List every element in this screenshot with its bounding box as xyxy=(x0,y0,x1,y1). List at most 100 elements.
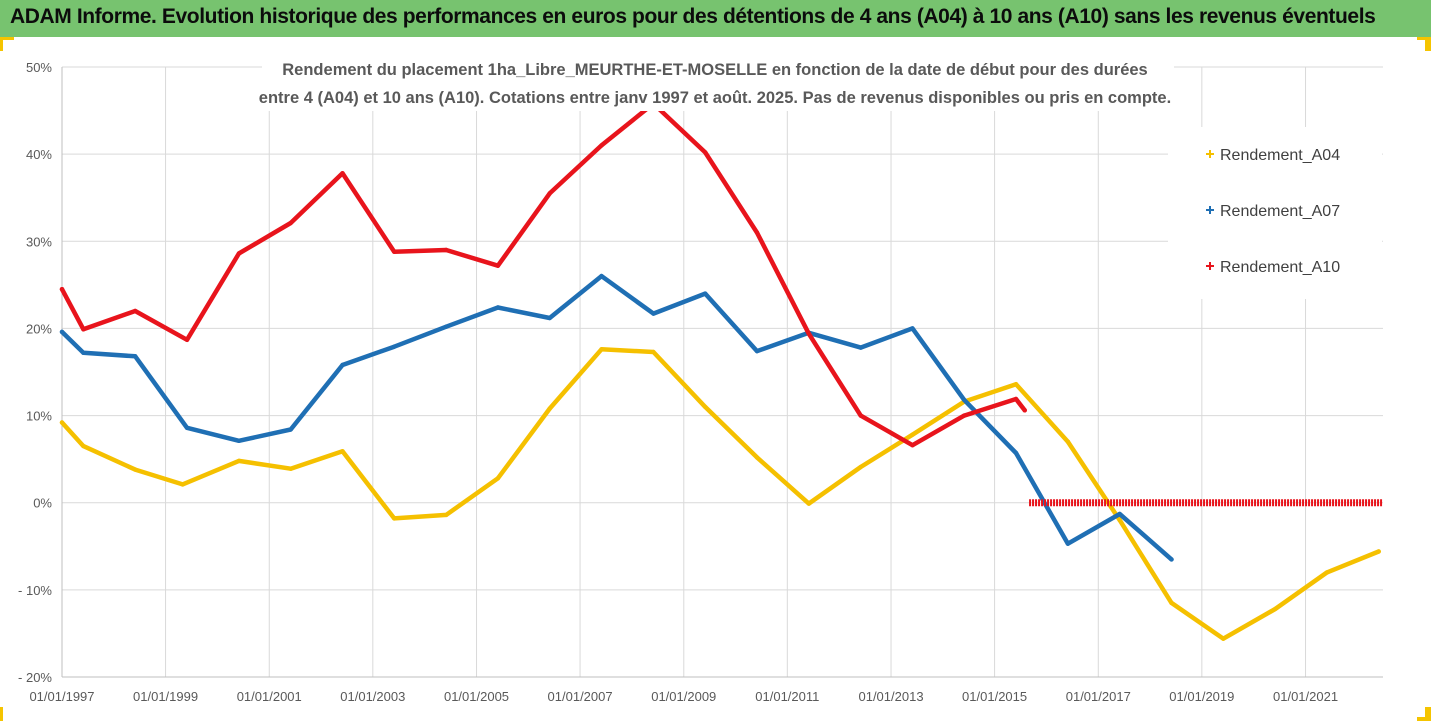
data-point xyxy=(1013,382,1019,387)
page-title: ADAM Informe. Evolution historique des p… xyxy=(10,5,1376,28)
data-point xyxy=(910,326,915,331)
data-point xyxy=(81,327,86,332)
data-point xyxy=(651,349,656,355)
x-tick-label: 01/01/2011 xyxy=(755,689,819,704)
data-point xyxy=(1324,570,1330,575)
legend-label: Rendement_A07 xyxy=(1220,203,1340,220)
data-point xyxy=(133,308,138,314)
title-banner: ADAM Informe. Evolution historique des p… xyxy=(0,0,1431,37)
data-point xyxy=(184,425,190,430)
series-line-Rendement_A10 xyxy=(59,101,1027,448)
data-point xyxy=(340,171,345,176)
y-tick-label: 50% xyxy=(26,60,52,75)
chart-area: 50% 40% 30% 20% 10% 0% - 10% - 20% 01/01/1997 01/… xyxy=(0,36,1431,721)
data-point xyxy=(703,150,708,155)
data-point xyxy=(495,476,501,481)
data-point xyxy=(444,512,449,518)
data-point xyxy=(806,501,811,506)
data-point xyxy=(1022,408,1027,413)
data-point xyxy=(858,464,863,470)
data-point xyxy=(1013,396,1019,402)
y-tick-label: 10% xyxy=(26,409,52,424)
data-point xyxy=(236,458,242,464)
y-tick-label: 30% xyxy=(26,234,52,249)
data-point xyxy=(910,443,915,448)
data-point xyxy=(1169,600,1174,606)
data-point xyxy=(599,143,604,148)
data-point xyxy=(599,273,604,279)
data-point xyxy=(340,362,345,368)
data-point xyxy=(236,438,242,443)
series-line-Rendement_A04 xyxy=(59,347,1381,641)
data-point xyxy=(962,413,967,418)
data-point xyxy=(1117,511,1122,517)
data-point xyxy=(910,432,915,437)
y-tick-label: - 20% xyxy=(18,670,52,685)
data-point xyxy=(547,315,552,321)
y-tick-label: 0% xyxy=(33,496,52,511)
data-point xyxy=(806,331,811,336)
x-tick-label: 01/01/2005 xyxy=(444,689,509,704)
data-point xyxy=(236,251,242,256)
x-tick-label: 01/01/1999 xyxy=(133,689,198,704)
data-point xyxy=(1117,517,1122,523)
y-tick-label: - 10% xyxy=(18,583,52,598)
data-point xyxy=(858,345,863,350)
data-point xyxy=(962,397,967,403)
data-point xyxy=(495,305,501,310)
data-point xyxy=(1169,557,1174,562)
data-point xyxy=(547,191,552,196)
data-point xyxy=(392,344,397,349)
x-tick-label: 01/01/2015 xyxy=(962,689,1027,704)
data-point xyxy=(340,449,345,454)
data-point xyxy=(180,482,185,487)
data-point xyxy=(754,348,760,354)
data-point xyxy=(599,347,604,352)
chart-title-line-1: Rendement du placement 1ha_Libre_MEURTHE… xyxy=(282,61,1147,79)
data-point xyxy=(703,291,708,296)
data-point xyxy=(392,516,397,521)
data-point xyxy=(1065,439,1071,444)
data-point xyxy=(184,337,190,342)
data-point xyxy=(754,455,760,460)
data-point xyxy=(81,443,86,449)
data-point xyxy=(59,287,65,292)
line-chart: 50% 40% 30% 20% 10% 0% - 10% - 20% 01/01/1997 01/… xyxy=(0,36,1431,721)
x-tick-label: 01/01/2013 xyxy=(858,689,923,704)
x-tick-label: 01/01/2017 xyxy=(1066,689,1131,704)
data-point xyxy=(754,230,760,235)
data-point xyxy=(1376,549,1381,554)
series-line-Rendement_A07 xyxy=(59,273,1174,562)
x-tick-label: 01/01/2001 xyxy=(237,689,302,704)
x-tick-label: 01/01/2003 xyxy=(340,689,405,704)
axes: 50% 40% 30% 20% 10% 0% - 10% - 20% 01/01/1997 01/… xyxy=(18,60,1383,704)
chart-title-line-2: entre 4 (A04) et 10 ans (A10). Cotations… xyxy=(259,89,1171,107)
y-tick-label: 40% xyxy=(26,147,52,162)
data-point xyxy=(59,420,65,425)
data-point xyxy=(288,466,293,471)
data-point xyxy=(703,404,708,410)
data-point xyxy=(1221,636,1226,641)
data-point xyxy=(1273,606,1278,612)
data-point xyxy=(288,220,293,226)
data-point xyxy=(444,324,449,329)
data-point xyxy=(1065,541,1071,546)
data-point xyxy=(858,413,863,418)
data-point xyxy=(59,329,65,335)
data-point xyxy=(495,263,501,268)
legend: Rendement_A04 Rendement_A07 Rendement_A10 xyxy=(1206,147,1340,276)
x-tick-label: 01/01/2009 xyxy=(651,689,716,704)
data-point xyxy=(288,427,293,432)
data-point xyxy=(392,249,397,254)
x-tick-label: 01/01/2007 xyxy=(548,689,613,704)
legend-backdrop xyxy=(1168,127,1382,299)
legend-label: Rendement_A10 xyxy=(1220,259,1340,276)
data-point xyxy=(81,350,86,355)
series-lines xyxy=(59,101,1383,641)
data-point xyxy=(133,354,138,359)
data-point xyxy=(133,467,138,472)
y-tick-label: 20% xyxy=(26,321,52,336)
data-point xyxy=(547,406,552,411)
x-tick-label: 01/01/2019 xyxy=(1169,689,1234,704)
x-tick-label: 01/01/1997 xyxy=(29,689,94,704)
